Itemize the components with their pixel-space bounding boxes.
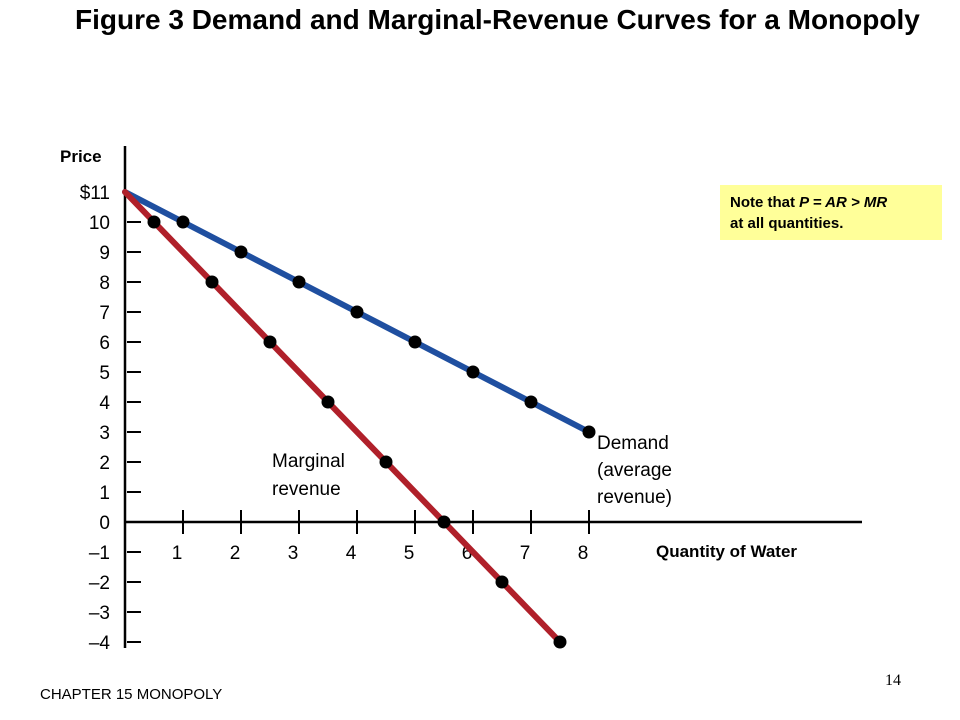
y-tick-label: –2 [89, 573, 110, 594]
marginal-revenue-point [379, 455, 393, 469]
marginal-revenue-label: revenue [272, 479, 341, 500]
x-tick-label: 1 [172, 543, 183, 564]
y-tick-label: $11 [80, 183, 110, 204]
y-tick-label: 1 [99, 483, 110, 504]
y-tick-label: 0 [99, 513, 110, 534]
x-tick-label: 4 [346, 543, 357, 564]
x-tick-label: 6 [462, 543, 473, 564]
y-axis-title: Price [60, 147, 102, 166]
page-number: 14 [885, 672, 901, 689]
demand-point [408, 335, 422, 349]
marginal-revenue-point [495, 575, 509, 589]
y-tick-label: 10 [89, 213, 110, 234]
demand-point [176, 215, 190, 229]
note-suffix: at all quantities. [730, 215, 844, 232]
y-tick-label: 3 [99, 423, 110, 444]
data-points [147, 215, 596, 649]
demand-point [350, 305, 364, 319]
x-axis-title: Quantity of Water [656, 542, 797, 561]
y-tick-label: 6 [99, 333, 110, 354]
demand-point [292, 275, 306, 289]
y-tick-label: 9 [99, 243, 110, 264]
y-tick-label: –1 [89, 543, 110, 564]
marginal-revenue-point [437, 515, 451, 529]
note-box: Note that P = AR > MR at all quantities. [720, 185, 942, 240]
y-tick-label: 8 [99, 273, 110, 294]
demand-point [466, 365, 480, 379]
demand-point [524, 395, 538, 409]
marginal-revenue-point [553, 635, 567, 649]
demand-label: revenue) [597, 487, 672, 508]
demand-point [234, 245, 248, 259]
slide-title: Figure 3 Demand and Marginal-Revenue Cur… [75, 4, 920, 35]
demand-point [582, 425, 596, 439]
y-tick-label: 2 [99, 453, 110, 474]
y-tick-label: –3 [89, 603, 110, 624]
x-tick-label: 5 [404, 543, 415, 564]
marginal-revenue-label: Marginal [272, 451, 345, 472]
chapter-footer: CHAPTER 15 MONOPOLY [40, 686, 223, 703]
y-tick-label: 4 [99, 393, 110, 414]
note-prefix: Note that [730, 194, 800, 211]
marginal-revenue-point [147, 215, 161, 229]
x-tick-label: 8 [578, 543, 589, 564]
marginal-revenue-curve [122, 189, 563, 645]
marginal-revenue-point [321, 395, 335, 409]
series-lines [122, 189, 592, 645]
x-tick-label: 2 [230, 543, 241, 564]
demand-label: Demand [597, 433, 669, 454]
marginal-revenue-point [263, 335, 277, 349]
y-tick-label: 5 [99, 363, 110, 384]
y-tick-label: 7 [99, 303, 110, 324]
note-formula: P = AR > MR [799, 194, 888, 211]
x-tick-label: 3 [288, 543, 299, 564]
demand-label: (average [597, 460, 672, 481]
marginal-revenue-point [205, 275, 219, 289]
x-tick-label: 7 [520, 543, 531, 564]
y-tick-label: –4 [89, 633, 111, 654]
chart-labels: Demand (average revenue) Marginal revenue [272, 433, 672, 508]
